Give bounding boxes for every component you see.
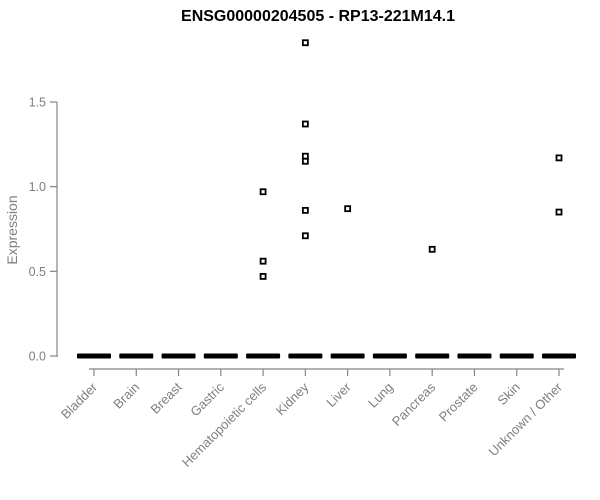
y-tick-label: 1.5 <box>29 96 46 110</box>
x-tick-label: Pancreas <box>389 379 439 429</box>
collapsed-box <box>499 353 534 359</box>
y-tick-label: 0.5 <box>29 265 46 279</box>
outlier-point <box>301 120 309 128</box>
collapsed-box <box>203 353 238 359</box>
x-tick-label: Prostate <box>436 380 481 425</box>
x-tick-label: Kidney <box>273 379 312 418</box>
y-tick-label: 0.0 <box>29 350 46 364</box>
collapsed-box <box>372 353 407 359</box>
x-tick-label: Skin <box>494 380 522 408</box>
collapsed-box <box>119 353 154 359</box>
outlier-point <box>555 208 563 216</box>
outlier-point <box>301 157 309 165</box>
collapsed-box <box>77 353 111 359</box>
outlier-point <box>259 257 267 265</box>
x-tick-label: Brain <box>110 380 142 412</box>
x-tick-label: Unknown / Other <box>486 379 566 459</box>
outlier-point <box>555 154 563 162</box>
outlier-point <box>259 188 267 196</box>
x-tick-label: Gastric <box>187 379 227 419</box>
x-tick-label: Breast <box>147 379 184 416</box>
outlier-point <box>259 273 267 280</box>
y-axis-label: Expression <box>4 195 20 264</box>
outlier-point <box>301 232 309 240</box>
x-tick-label: Bladder <box>58 379 101 422</box>
outlier-point <box>301 206 309 214</box>
outlier-point <box>301 39 309 47</box>
y-tick-label: 1.0 <box>29 180 46 194</box>
collapsed-box <box>330 353 365 359</box>
collapsed-box <box>161 353 196 359</box>
data-marks <box>77 39 576 359</box>
outlier-point <box>428 245 436 253</box>
x-tick-label: Lung <box>365 380 396 411</box>
x-tick-label: Liver <box>323 379 354 410</box>
chart-title: ENSG00000204505 - RP13-221M14.1 <box>181 8 455 25</box>
collapsed-box <box>542 353 576 359</box>
outlier-point <box>344 205 352 213</box>
collapsed-box <box>415 353 450 359</box>
collapsed-box <box>246 353 281 359</box>
collapsed-box <box>457 353 492 359</box>
collapsed-box <box>288 353 323 359</box>
